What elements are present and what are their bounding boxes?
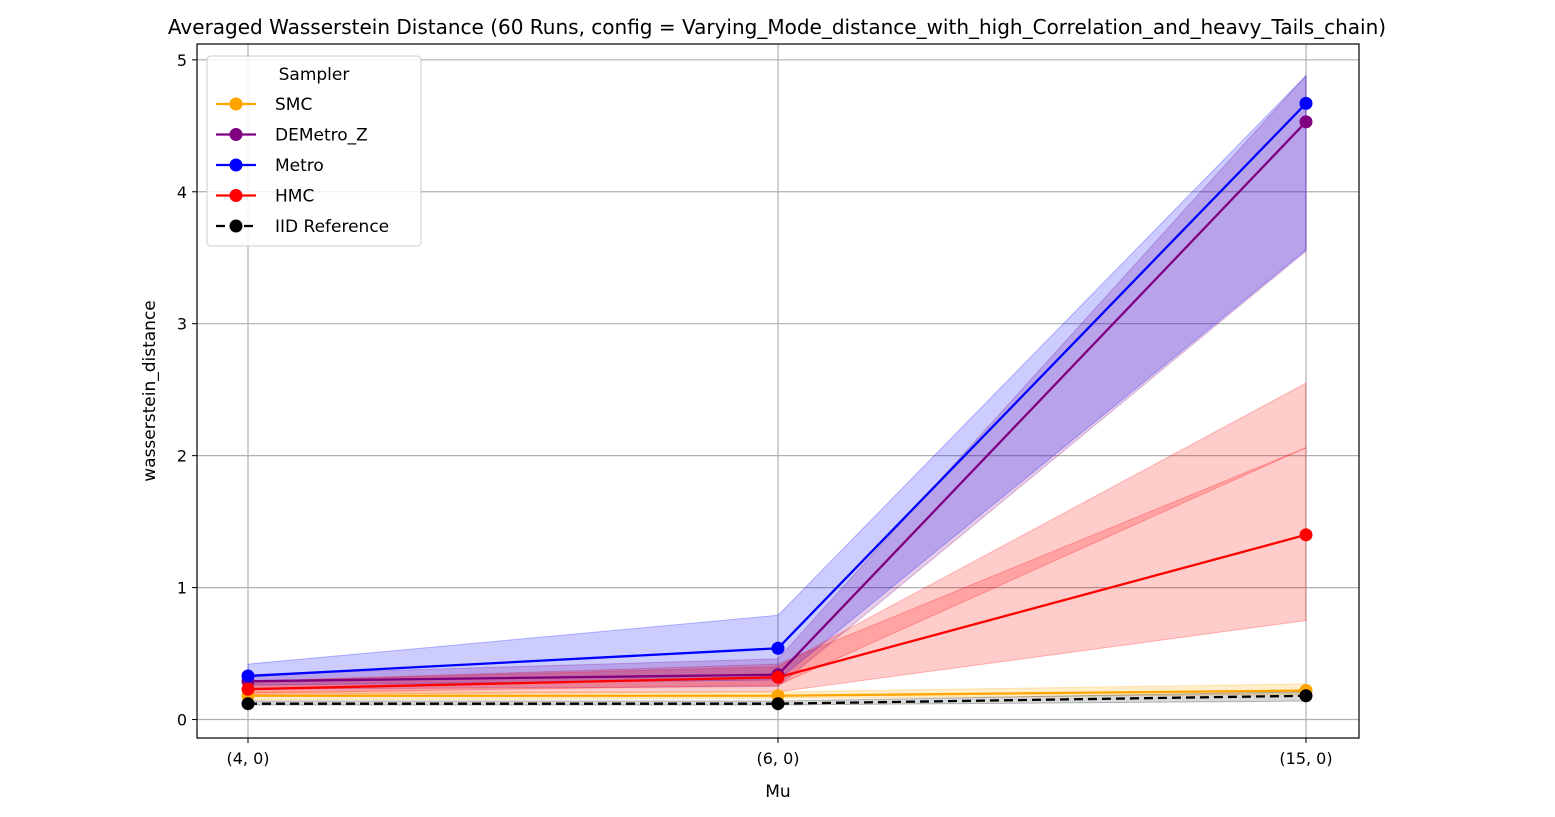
point-hmc: [241, 682, 255, 696]
y-axis-ticks: 0 1 2 3 4 5: [177, 51, 197, 730]
x-axis-ticks: (4, 0) (6, 0) (15, 0): [226, 738, 1333, 768]
legend-title: Sampler: [279, 65, 350, 85]
x-tick-label: (15, 0): [1279, 749, 1332, 768]
legend-marker: [229, 189, 243, 202]
x-tick-label: (6, 0): [756, 749, 799, 768]
y-tick-label: 3: [177, 315, 187, 334]
legend-marker: [229, 219, 243, 233]
legend-marker: [229, 128, 243, 141]
legend-item-iid-reference: IID Reference: [216, 217, 389, 237]
legend-label: Metro: [275, 156, 324, 176]
point-iid-reference: [1299, 689, 1313, 703]
legend-label: SMC: [275, 95, 312, 115]
legend: Sampler SMC DEMetro_Z Metro HMC IID Referenc…: [206, 55, 422, 247]
x-axis-label: Mu: [765, 782, 790, 802]
legend-marker: [229, 97, 243, 111]
legend-item-hmc: HMC: [216, 187, 314, 207]
y-tick-label: 5: [177, 51, 187, 70]
legend-item-demetro-z: DEMetro_Z: [216, 126, 368, 146]
line-iid-reference: [248, 694, 1307, 705]
chart-title: Averaged Wasserstein Distance (60 Runs, …: [168, 15, 1386, 39]
y-axis-label: wasserstein_distance: [140, 300, 160, 482]
y-tick-label: 2: [177, 447, 187, 466]
legend-label: DEMetro_Z: [275, 126, 368, 146]
grid-layer: [197, 44, 1359, 738]
point-metro: [771, 641, 785, 655]
y-tick-label: 4: [177, 183, 187, 202]
point-metro: [1299, 96, 1313, 110]
point-metro: [241, 669, 255, 683]
legend-item-smc: SMC: [216, 95, 312, 115]
point-hmc: [771, 670, 785, 684]
legend-marker: [229, 158, 243, 172]
point-demetro-z: [1299, 115, 1313, 129]
point-layer: [241, 96, 1313, 711]
point-iid-reference: [241, 697, 255, 711]
point-hmc: [1299, 528, 1313, 542]
legend-label: IID Reference: [275, 217, 389, 237]
y-tick-label: 0: [177, 711, 187, 730]
y-tick-label: 1: [177, 579, 187, 598]
legend-box: [206, 55, 422, 247]
legend-label: HMC: [275, 187, 314, 207]
legend-item-metro: Metro: [216, 156, 324, 176]
point-iid-reference: [771, 697, 785, 711]
x-tick-label: (4, 0): [226, 749, 269, 768]
legend-items: SMC DEMetro_Z Metro HMC IID Reference: [216, 95, 389, 237]
